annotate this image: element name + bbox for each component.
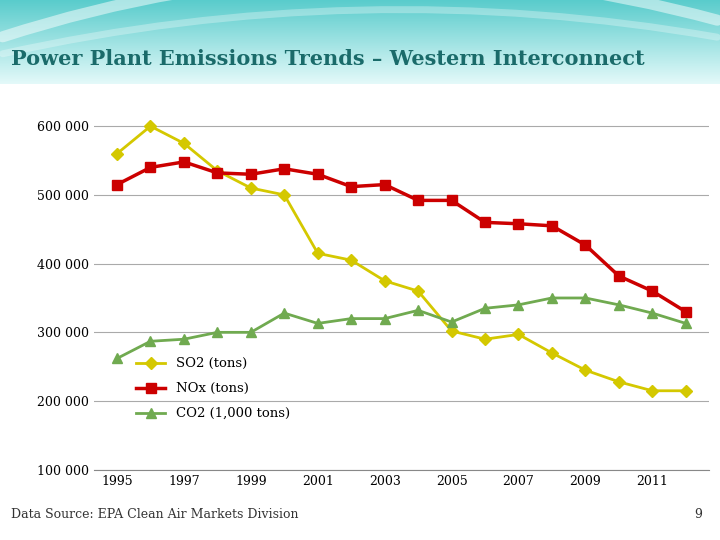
CO2 (1,000 tons) xyxy=(681,320,690,327)
SO2 (tons) xyxy=(548,350,557,356)
FancyArrowPatch shape xyxy=(3,0,717,37)
CO2 (1,000 tons) xyxy=(146,338,155,345)
SO2 (tons) xyxy=(347,257,356,264)
SO2 (tons) xyxy=(615,379,624,385)
NOx (tons) xyxy=(179,159,188,165)
NOx (tons) xyxy=(280,166,289,172)
Legend: SO2 (tons), NOx (tons), CO2 (1,000 tons): SO2 (tons), NOx (tons), CO2 (1,000 tons) xyxy=(131,352,295,426)
NOx (tons) xyxy=(213,170,222,176)
Text: Data Source: EPA Clean Air Markets Division: Data Source: EPA Clean Air Markets Divis… xyxy=(11,508,298,522)
SO2 (tons) xyxy=(481,336,490,342)
CO2 (1,000 tons) xyxy=(514,302,523,308)
SO2 (tons) xyxy=(113,151,122,157)
SO2 (tons) xyxy=(514,331,523,338)
NOx (tons) xyxy=(246,171,255,178)
SO2 (tons) xyxy=(213,167,222,174)
CO2 (1,000 tons) xyxy=(313,320,322,327)
NOx (tons) xyxy=(648,288,657,294)
SO2 (tons) xyxy=(447,328,456,334)
CO2 (1,000 tons) xyxy=(481,305,490,312)
NOx (tons) xyxy=(514,220,523,227)
Text: Power Plant Emissions Trends – Western Interconnect: Power Plant Emissions Trends – Western I… xyxy=(11,49,644,69)
CO2 (1,000 tons) xyxy=(548,295,557,301)
NOx (tons) xyxy=(481,219,490,226)
NOx (tons) xyxy=(447,197,456,204)
NOx (tons) xyxy=(615,273,624,279)
CO2 (1,000 tons) xyxy=(581,295,590,301)
Text: 9: 9 xyxy=(694,508,702,522)
NOx (tons) xyxy=(414,197,423,204)
CO2 (1,000 tons) xyxy=(615,302,624,308)
CO2 (1,000 tons) xyxy=(648,310,657,316)
SO2 (tons) xyxy=(146,123,155,130)
SO2 (tons) xyxy=(179,140,188,146)
CO2 (1,000 tons) xyxy=(113,355,122,362)
CO2 (1,000 tons) xyxy=(447,319,456,325)
SO2 (tons) xyxy=(380,278,389,284)
NOx (tons) xyxy=(681,308,690,315)
Line: NOx (tons): NOx (tons) xyxy=(112,157,690,316)
NOx (tons) xyxy=(313,171,322,178)
SO2 (tons) xyxy=(313,250,322,256)
NOx (tons) xyxy=(548,222,557,229)
SO2 (tons) xyxy=(681,388,690,394)
Line: SO2 (tons): SO2 (tons) xyxy=(113,122,690,395)
CO2 (1,000 tons) xyxy=(213,329,222,335)
NOx (tons) xyxy=(347,184,356,190)
CO2 (1,000 tons) xyxy=(347,315,356,322)
SO2 (tons) xyxy=(246,185,255,191)
NOx (tons) xyxy=(581,242,590,248)
CO2 (1,000 tons) xyxy=(246,329,255,335)
CO2 (1,000 tons) xyxy=(280,310,289,316)
CO2 (1,000 tons) xyxy=(380,315,389,322)
Line: CO2 (1,000 tons): CO2 (1,000 tons) xyxy=(112,293,690,363)
SO2 (tons) xyxy=(414,288,423,294)
SO2 (tons) xyxy=(648,388,657,394)
SO2 (tons) xyxy=(581,367,590,373)
NOx (tons) xyxy=(146,164,155,171)
CO2 (1,000 tons) xyxy=(179,336,188,342)
NOx (tons) xyxy=(380,181,389,188)
SO2 (tons) xyxy=(280,192,289,198)
CO2 (1,000 tons) xyxy=(414,307,423,314)
FancyArrowPatch shape xyxy=(3,10,717,54)
NOx (tons) xyxy=(113,181,122,188)
